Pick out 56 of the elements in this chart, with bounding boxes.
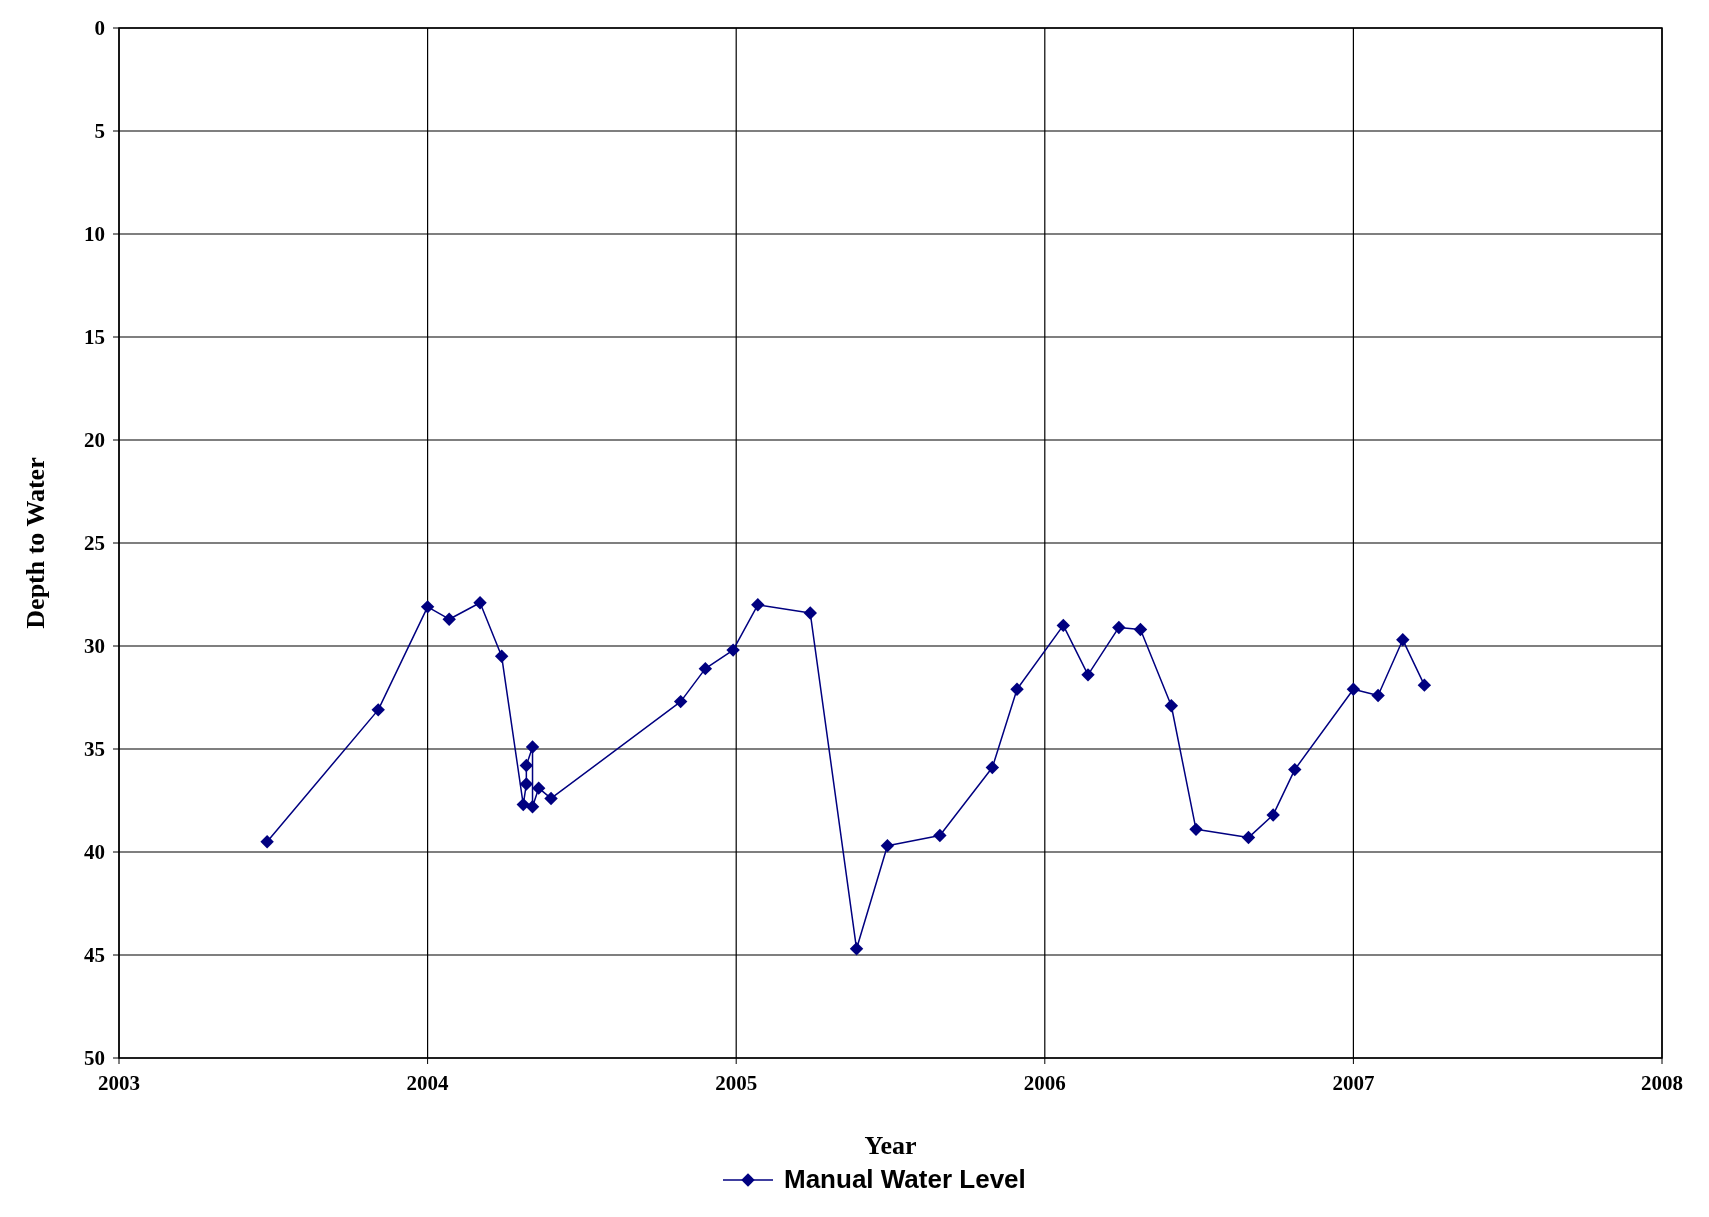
point xyxy=(494,649,509,664)
point xyxy=(1371,688,1385,703)
y-tick-label: 5 xyxy=(94,119,105,144)
y-tick-label: 15 xyxy=(84,325,105,350)
y-tick-label: 40 xyxy=(84,840,105,865)
x-tick-label: 2004 xyxy=(406,1071,450,1095)
y-tick-label: 30 xyxy=(84,634,105,659)
y-tick-label: 25 xyxy=(84,531,105,556)
point xyxy=(880,839,895,853)
point xyxy=(1241,830,1256,845)
y-tick-label: 10 xyxy=(84,222,105,247)
point xyxy=(1417,678,1432,692)
y-tick-label: 20 xyxy=(84,428,105,453)
point xyxy=(473,596,487,610)
point xyxy=(985,760,1000,775)
point xyxy=(1081,668,1095,682)
point xyxy=(1164,699,1179,713)
point xyxy=(673,694,688,709)
x-tick-label: 2005 xyxy=(715,1071,758,1095)
point xyxy=(420,600,435,614)
point xyxy=(442,612,456,626)
point xyxy=(751,598,765,612)
point xyxy=(1112,620,1126,635)
point xyxy=(525,740,540,754)
point xyxy=(1288,762,1302,777)
y-axis-title: Depth to Water xyxy=(21,457,50,629)
point xyxy=(1010,682,1024,696)
point xyxy=(1056,618,1071,633)
point xyxy=(1189,822,1203,837)
point xyxy=(519,777,534,791)
point xyxy=(1346,682,1361,696)
y-tick-label: 45 xyxy=(84,943,105,968)
legend-label: Manual Water Level xyxy=(784,1164,1026,1194)
point xyxy=(1266,808,1280,822)
y-tick-label: 35 xyxy=(84,737,105,762)
point xyxy=(803,606,817,620)
point xyxy=(849,942,864,956)
x-axis-title: Year xyxy=(864,1131,917,1160)
point xyxy=(726,643,740,657)
point xyxy=(516,797,530,812)
y-tick-label: 50 xyxy=(84,1046,105,1071)
point xyxy=(531,781,546,795)
point xyxy=(260,834,274,849)
x-tick-label: 2006 xyxy=(1023,1071,1066,1095)
point xyxy=(1396,633,1410,647)
point xyxy=(371,703,385,717)
point xyxy=(698,661,713,676)
point xyxy=(933,828,947,843)
point xyxy=(525,799,540,814)
point xyxy=(544,791,558,806)
y-tick-label: 0 xyxy=(94,16,105,41)
x-tick-label: 2007 xyxy=(1332,1071,1375,1095)
point xyxy=(519,758,534,773)
x-tick-label: 2008 xyxy=(1641,1071,1683,1095)
point xyxy=(1133,622,1148,637)
x-tick-label: 2003 xyxy=(98,1071,140,1095)
